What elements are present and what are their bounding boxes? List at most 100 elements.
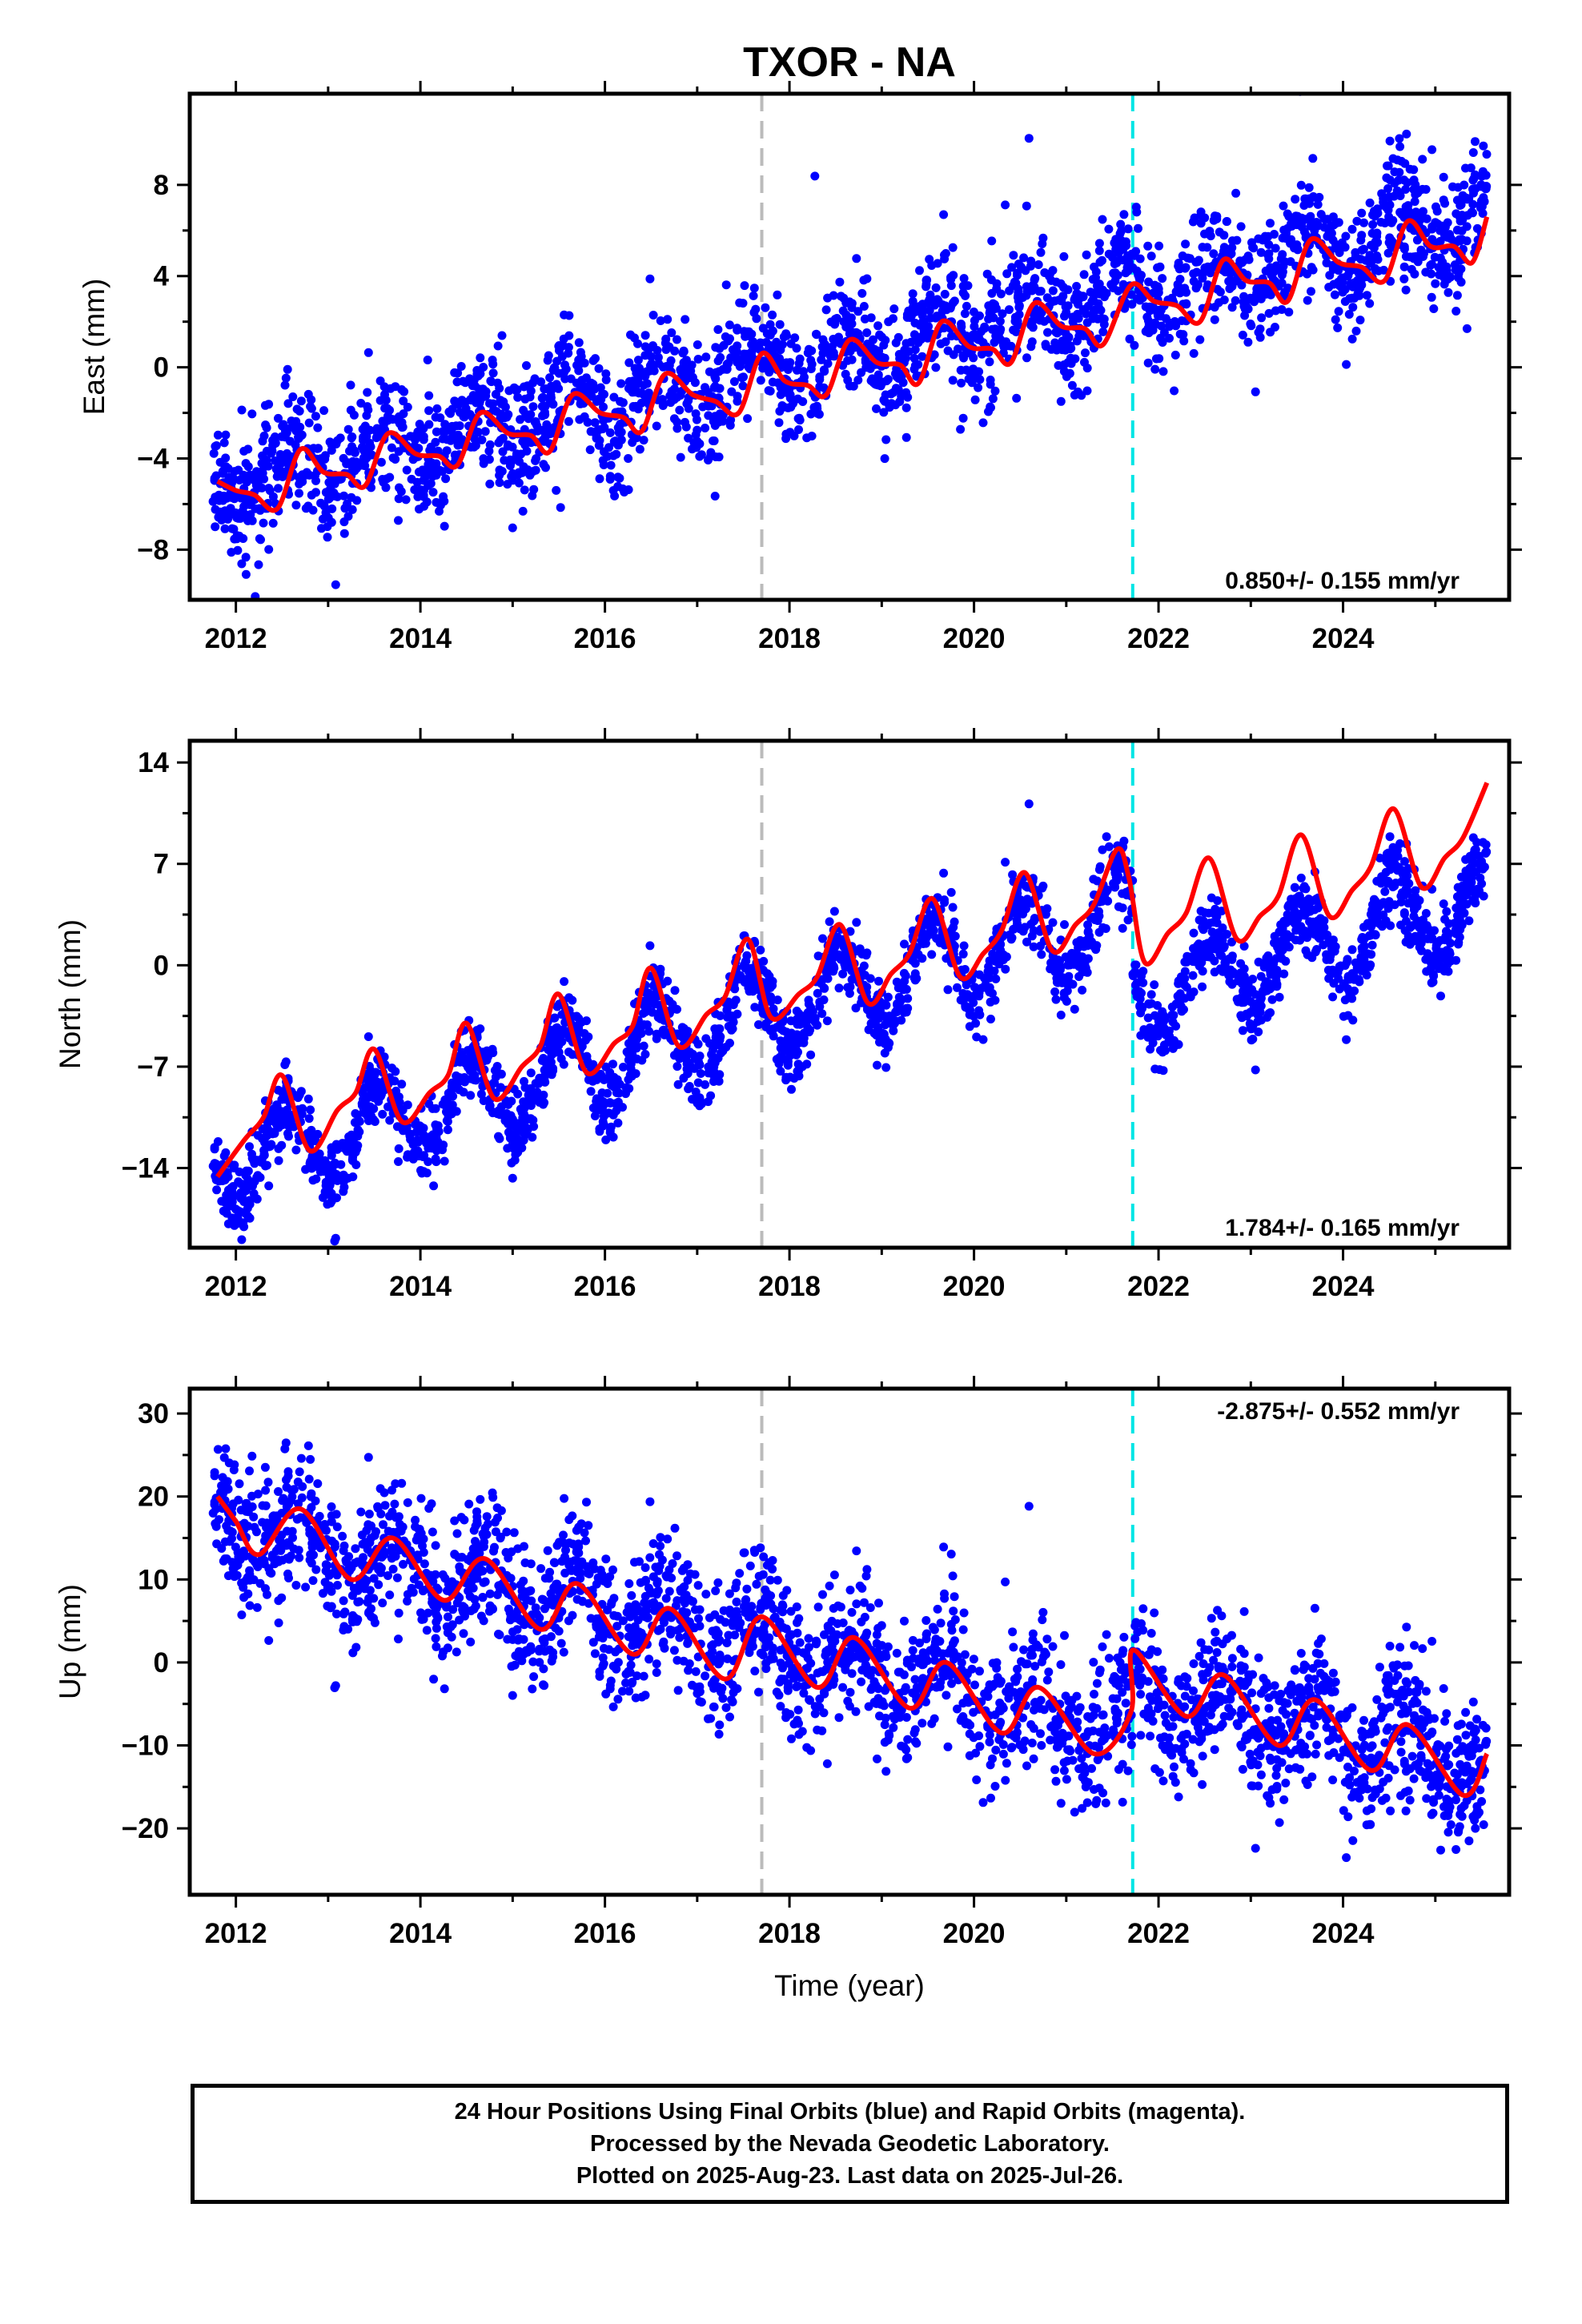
north-point [1335,984,1344,994]
east-point [1238,258,1247,267]
north-point [1209,940,1218,949]
east-point [958,281,968,291]
north-point [1094,865,1104,875]
east-point [773,290,782,300]
east-point [213,430,223,440]
north-point [948,903,958,912]
east-point [836,292,845,301]
east-point [457,396,467,405]
east-point [704,411,713,420]
east-point [1271,243,1280,253]
north-point [1405,923,1415,932]
east-point [939,210,949,219]
east-point [1275,265,1285,275]
north-point [1267,995,1277,1004]
east-point [347,433,356,443]
east-point [1116,219,1126,229]
east-point [1219,243,1229,252]
east-point [542,420,552,429]
east-point [350,448,359,457]
north-point [1098,845,1107,854]
north-point [754,1020,763,1029]
north-point [1236,968,1246,978]
north-point [1227,951,1237,961]
east-point [520,485,529,495]
east-point [1284,308,1294,317]
north-point [592,1075,601,1084]
north-point [363,1032,373,1041]
north-point [1198,982,1207,991]
east-point [909,364,919,374]
east-point [560,374,570,384]
east-point [960,309,970,319]
north-point [1081,936,1090,946]
east-point [271,438,280,448]
east-point [1083,301,1093,311]
east-plot-area [208,94,1492,600]
east-point [1308,154,1318,163]
north-point [235,1167,244,1176]
east-point [559,341,568,351]
north-point [819,995,829,1004]
east-point [996,289,1006,299]
north-point [1169,1011,1178,1020]
north-point [665,996,674,1006]
north-point [765,1026,775,1035]
east-point [324,494,334,504]
north-point [673,1062,682,1072]
east-point [875,330,885,340]
east-point [306,402,315,412]
east-point [1383,161,1391,171]
north-point [516,1123,526,1132]
east-point [1283,223,1292,233]
east-point [1134,223,1142,233]
east-point [940,289,950,299]
north-point [540,1098,549,1108]
east-point [1383,184,1393,193]
east-point [1041,341,1050,351]
north-point [1390,851,1399,861]
east-point [926,290,935,300]
north-point [210,1160,219,1169]
east-point [414,467,424,476]
north-point [1093,916,1102,926]
east-point [1127,300,1137,309]
east-point [793,365,801,375]
east-point [1454,273,1463,283]
east-point [693,340,702,349]
east-point [304,418,314,428]
east-point [665,342,674,352]
north-point [1008,870,1018,879]
east-point [1036,287,1046,296]
east-point [701,352,711,362]
north-point [248,1181,257,1191]
east-point [1171,287,1181,296]
east-point [1022,291,1031,300]
east-point [245,513,255,523]
east-point [1038,233,1048,243]
east-point [1150,280,1159,290]
east-point [1134,273,1144,283]
east-point [663,315,673,324]
east-point [485,479,495,489]
east-point [432,404,442,413]
east-point [710,492,720,501]
east-point [1359,218,1368,227]
east-point [860,314,869,324]
east-point [531,456,540,465]
east-point [756,376,765,385]
east-point [889,304,899,314]
north-point [431,1104,440,1113]
north-point [308,1176,318,1185]
north-point [245,1142,254,1152]
east-point [881,435,891,444]
north-point [1324,974,1334,983]
east-point [625,384,635,394]
east-point [934,296,943,306]
east-point [1215,227,1224,237]
east-point [802,433,812,443]
east-point [590,418,600,428]
east-point [252,467,261,476]
east-point [1192,267,1202,277]
east-point [1431,279,1440,288]
